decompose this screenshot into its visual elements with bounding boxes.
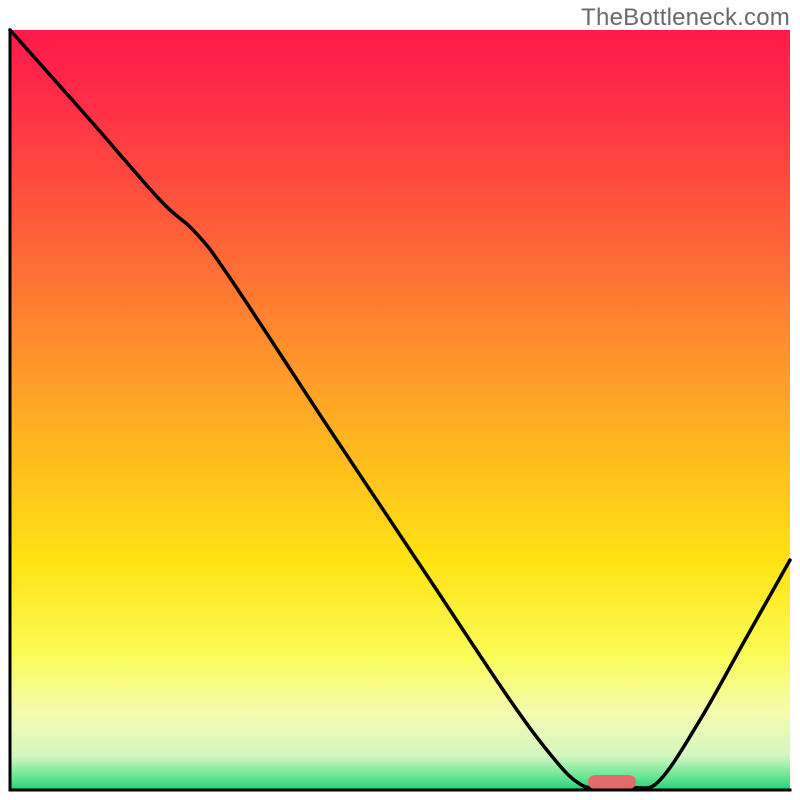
gradient-background: [10, 30, 790, 790]
optimal-marker: [588, 775, 636, 789]
chart-container: TheBottleneck.com: [0, 0, 800, 800]
bottleneck-chart: [0, 0, 800, 800]
